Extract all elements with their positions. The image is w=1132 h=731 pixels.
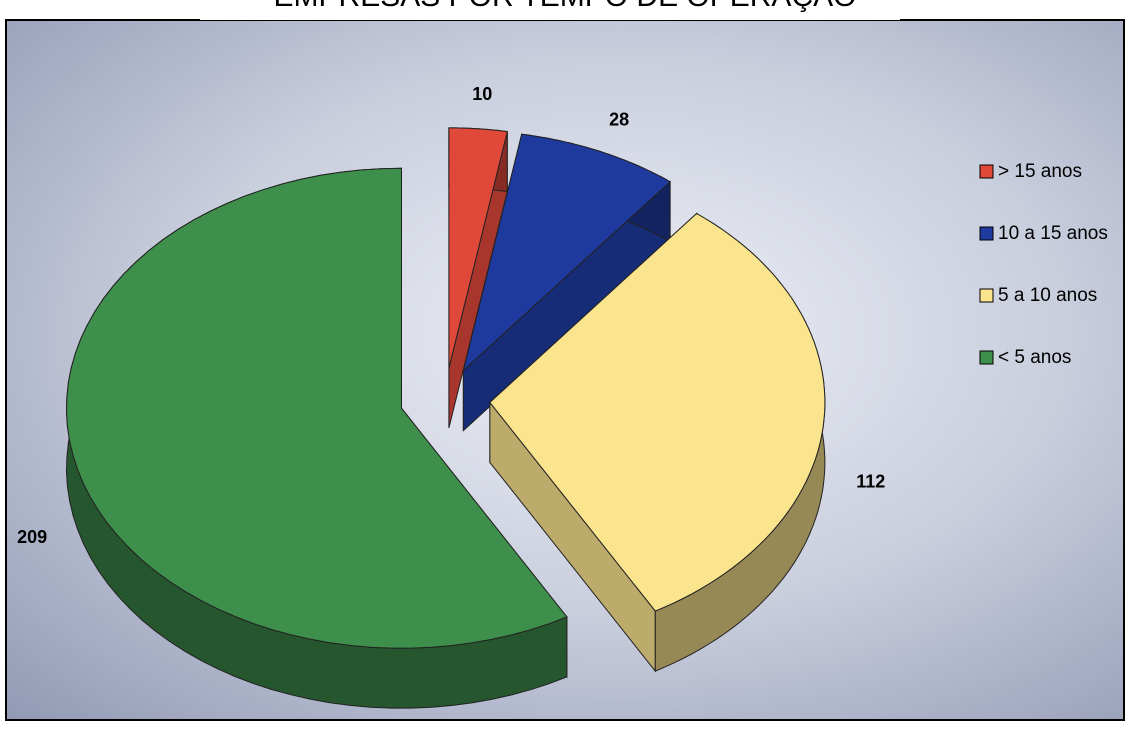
- slice-face: [448, 127, 508, 369]
- legend-label: 5 a 10 anos: [998, 285, 1097, 306]
- pie-slice: [448, 127, 508, 429]
- data-label: 112: [856, 471, 885, 491]
- legend-label: < 5 anos: [998, 347, 1071, 368]
- chart-title: EMPRESAS POR TEMPO DE OPERAÇÃO: [274, 0, 857, 13]
- data-label: 10: [472, 84, 492, 104]
- slice-face: [462, 133, 671, 373]
- pie-slice: [489, 212, 826, 673]
- legend-swatch: [979, 350, 994, 365]
- data-label: 28: [609, 109, 629, 129]
- legend-swatch: [979, 164, 994, 179]
- pie-slice: [462, 133, 671, 432]
- slice-face: [489, 212, 826, 612]
- data-label: 209: [17, 527, 47, 547]
- legend-swatch: [979, 226, 994, 241]
- legend-label: 10 a 15 anos: [998, 223, 1108, 244]
- pie-slice: [65, 167, 568, 709]
- legend-label: > 15 anos: [998, 161, 1082, 182]
- legend-swatch: [979, 288, 994, 303]
- slice-face: [65, 167, 568, 649]
- title-bg: [200, 0, 900, 20]
